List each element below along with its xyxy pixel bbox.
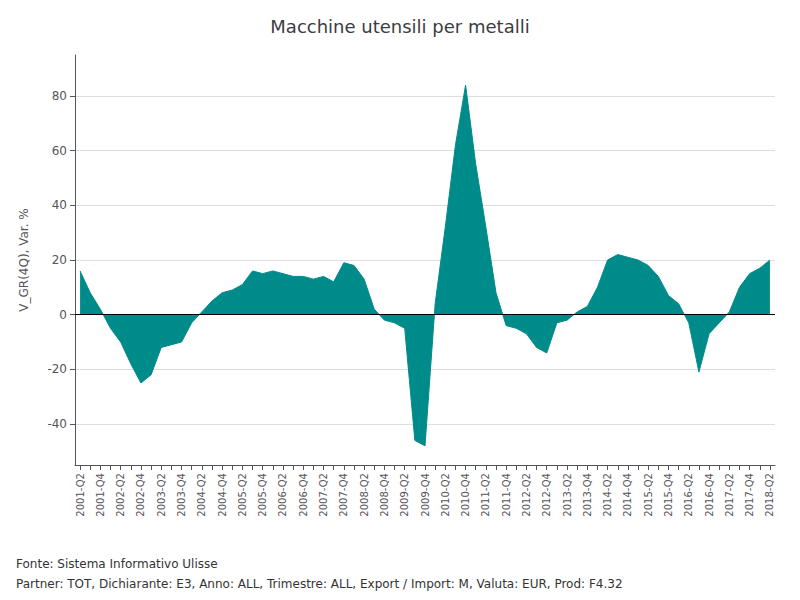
svg-text:V_GR(4Q), Var. %: V_GR(4Q), Var. % xyxy=(17,208,31,311)
svg-text:2010-Q2: 2010-Q2 xyxy=(440,473,451,517)
svg-text:2016-Q2: 2016-Q2 xyxy=(683,473,694,517)
svg-text:80: 80 xyxy=(52,89,67,103)
svg-text:2015-Q4: 2015-Q4 xyxy=(663,473,674,517)
svg-text:2007-Q4: 2007-Q4 xyxy=(338,473,349,517)
svg-text:2001-Q2: 2001-Q2 xyxy=(75,473,86,517)
svg-text:2018-Q2: 2018-Q2 xyxy=(764,473,775,517)
svg-text:2017-Q4: 2017-Q4 xyxy=(744,473,755,517)
svg-text:2008-Q2: 2008-Q2 xyxy=(359,473,370,517)
svg-text:2010-Q4: 2010-Q4 xyxy=(460,473,471,517)
svg-text:2007-Q2: 2007-Q2 xyxy=(318,473,329,517)
svg-text:2013-Q2: 2013-Q2 xyxy=(562,473,573,517)
svg-text:Partner: TOT, Dichiarante: E3,: Partner: TOT, Dichiarante: E3, Anno: ALL… xyxy=(16,577,623,591)
svg-text:2009-Q2: 2009-Q2 xyxy=(399,473,410,517)
svg-text:2003-Q2: 2003-Q2 xyxy=(156,473,167,517)
svg-text:2011-Q2: 2011-Q2 xyxy=(480,473,491,517)
svg-text:20: 20 xyxy=(52,253,67,267)
svg-text:-20: -20 xyxy=(47,362,67,376)
svg-text:2006-Q2: 2006-Q2 xyxy=(277,473,288,517)
svg-text:2013-Q4: 2013-Q4 xyxy=(582,473,593,517)
svg-text:0: 0 xyxy=(59,308,67,322)
svg-text:2001-Q4: 2001-Q4 xyxy=(95,473,106,517)
svg-text:2012-Q2: 2012-Q2 xyxy=(521,473,532,517)
svg-text:2002-Q2: 2002-Q2 xyxy=(115,473,126,517)
svg-text:2005-Q2: 2005-Q2 xyxy=(237,473,248,517)
svg-text:2016-Q4: 2016-Q4 xyxy=(704,473,715,517)
svg-text:2017-Q2: 2017-Q2 xyxy=(724,473,735,517)
svg-text:2003-Q4: 2003-Q4 xyxy=(176,473,187,517)
svg-text:2002-Q4: 2002-Q4 xyxy=(135,473,146,517)
svg-text:2014-Q4: 2014-Q4 xyxy=(622,473,633,517)
svg-text:2004-Q4: 2004-Q4 xyxy=(217,473,228,517)
svg-text:2004-Q2: 2004-Q2 xyxy=(196,473,207,517)
svg-text:2012-Q4: 2012-Q4 xyxy=(541,473,552,517)
svg-text:Fonte: Sistema Informativo Uli: Fonte: Sistema Informativo Ulisse xyxy=(16,557,218,571)
svg-text:2014-Q2: 2014-Q2 xyxy=(602,473,613,517)
svg-text:2006-Q4: 2006-Q4 xyxy=(298,473,309,517)
svg-text:2015-Q2: 2015-Q2 xyxy=(643,473,654,517)
svg-text:2009-Q4: 2009-Q4 xyxy=(420,473,431,517)
svg-text:60: 60 xyxy=(52,144,67,158)
svg-text:2011-Q4: 2011-Q4 xyxy=(501,473,512,517)
svg-text:2008-Q4: 2008-Q4 xyxy=(379,473,390,517)
svg-text:40: 40 xyxy=(52,198,67,212)
svg-text:2005-Q4: 2005-Q4 xyxy=(257,473,268,517)
svg-text:-40: -40 xyxy=(47,417,67,431)
svg-text:Macchine utensili per metalli: Macchine utensili per metalli xyxy=(270,16,529,37)
